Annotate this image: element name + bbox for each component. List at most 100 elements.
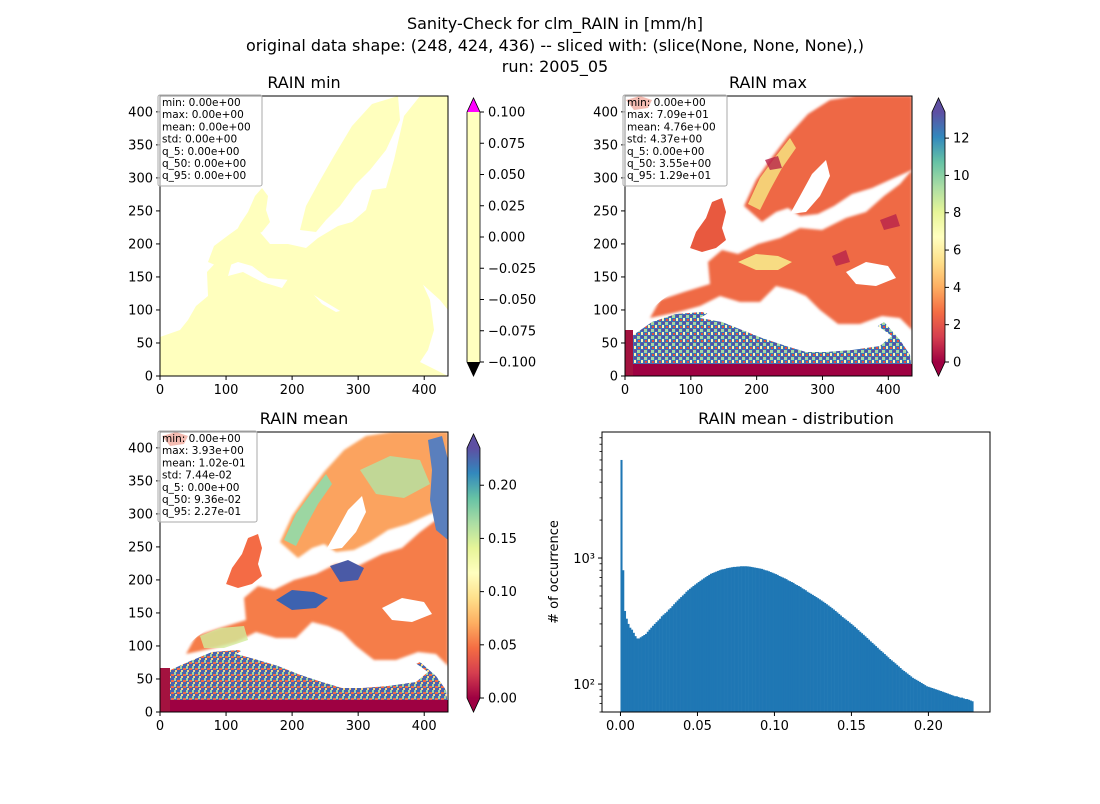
histogram-bar — [948, 694, 951, 712]
rain-max-ytick-label: 150 — [593, 270, 618, 285]
histogram-bar — [878, 649, 881, 712]
rain-mean-ytick-label: 150 — [128, 606, 153, 621]
rain-max-baltic — [790, 160, 830, 214]
histogram-bar — [690, 587, 693, 712]
histogram-bar — [674, 602, 677, 712]
rain-max-ytick-label: 200 — [593, 237, 618, 252]
histogram-bar — [652, 625, 655, 712]
histogram-bar — [632, 632, 635, 712]
rain-mean-left-band — [160, 668, 170, 712]
histogram-bar — [836, 612, 839, 712]
rain-mean-stat-line: min: 0.00e+00 — [162, 433, 241, 445]
histogram-bar — [711, 573, 714, 712]
histogram-bar — [873, 644, 876, 712]
histogram-bar — [715, 571, 718, 712]
histogram-bar — [704, 577, 707, 712]
histogram-bar — [817, 598, 820, 712]
histogram-bar — [957, 696, 960, 712]
rain-min-colorbar-tick-label: 0.050 — [488, 168, 525, 183]
panel-rain-max: RAIN max 0 100 200 300 400050100150200250300… — [593, 73, 969, 398]
histogram-bar — [850, 623, 853, 712]
histogram-bar — [725, 568, 728, 712]
histogram-bar — [788, 581, 792, 712]
histogram-bar — [799, 586, 802, 712]
rain-max-stat-line: min: 0.00e+00 — [627, 97, 706, 109]
histogram-bar — [915, 679, 918, 712]
rain-min-stat-line: min: 0.00e+00 — [162, 97, 241, 109]
histogram-bar — [945, 692, 948, 712]
histogram-bar — [660, 616, 663, 712]
histogram-bar — [657, 620, 660, 712]
histogram-bar — [739, 566, 742, 712]
rain-max-africa-speckle — [632, 312, 912, 372]
histogram-bar — [818, 599, 821, 712]
rain-min-colorbar-body — [467, 112, 480, 362]
histogram-ytick-label: 10³ — [573, 552, 595, 567]
histogram-bar — [745, 566, 748, 712]
histogram-bar — [694, 584, 697, 712]
histogram-bar — [929, 687, 932, 712]
histogram-bar — [620, 459, 623, 712]
histogram-bar — [741, 566, 744, 712]
rain-mean-stat-line: mean: 1.02e-01 — [162, 457, 246, 469]
histogram-title: RAIN mean - distribution — [698, 409, 894, 428]
rain-max-colorbar-tick-label: 0 — [953, 356, 961, 371]
rain-max-stats-background — [622, 94, 728, 187]
histogram-bar — [880, 650, 883, 712]
rain-min-ytick-label: 350 — [128, 138, 153, 153]
histogram-bar — [890, 660, 893, 712]
rain-mean-colorbar-tick-label: 0.10 — [488, 585, 517, 600]
rain-min-ytick-label: 250 — [128, 204, 153, 219]
rain-mean-xtick-label: 300 — [346, 719, 371, 734]
rain-min-ytick-label: 300 — [128, 171, 153, 186]
rain-max-bottom-band — [625, 364, 912, 376]
histogram-bar — [706, 576, 709, 712]
histogram-bar — [702, 578, 706, 712]
histogram-bar — [713, 572, 716, 712]
histogram-bar — [792, 582, 795, 712]
histogram-bar — [759, 568, 762, 712]
histogram-bar — [813, 595, 816, 712]
rain-min-colorbar-tick-label: 0.075 — [488, 137, 525, 152]
histogram-bar — [846, 621, 849, 712]
histogram-bar — [692, 585, 695, 712]
rain-mean-europe — [186, 506, 448, 666]
histogram-bar — [874, 646, 878, 712]
histogram-bar — [787, 580, 790, 712]
histogram-bar — [810, 593, 813, 712]
histogram-bar — [804, 590, 807, 712]
histogram-xtick-label: 0.05 — [683, 719, 712, 734]
histogram-bar — [785, 579, 788, 712]
histogram-bar — [736, 566, 739, 712]
rain-min-xtick-label: 0 — [156, 383, 164, 398]
rain-mean-xtick-label: 0 — [156, 719, 164, 734]
rain-mean-stat-line: q_5: 0.00e+00 — [162, 482, 239, 494]
histogram-bar — [648, 629, 651, 712]
rain-mean-ytick-label: 250 — [128, 540, 153, 555]
histogram-bar — [901, 669, 904, 712]
rain-min-colorbar-tick-label: 0.000 — [488, 231, 525, 246]
histogram-bar — [892, 661, 895, 712]
histogram-bar — [748, 566, 751, 712]
histogram-bar — [925, 686, 928, 712]
panel-rain-max-title: RAIN max — [729, 73, 807, 92]
histogram-bar — [806, 591, 809, 712]
rain-max-xtick-label: 100 — [678, 383, 703, 398]
histogram-bar — [876, 647, 879, 712]
histogram-bar — [904, 672, 907, 712]
rain-max-alps — [738, 254, 792, 270]
rain-min-stat-line: q_95: 0.00e+00 — [162, 170, 246, 182]
panel-rain-min: RAIN min 0 100 200 300 400 0 50 100 150 200 250 300… — [128, 73, 536, 398]
histogram-bar — [678, 598, 681, 712]
histogram-bar — [718, 570, 721, 712]
rain-max-stat-line: mean: 4.76e+00 — [627, 121, 716, 133]
histogram-bar — [827, 605, 830, 712]
rain-max-stat-line: q_50: 3.55e+00 — [627, 158, 711, 170]
panel-rain-min-title: RAIN min — [267, 73, 340, 92]
histogram-bar — [889, 659, 892, 712]
rain-max-scandinavia — [744, 96, 912, 222]
histogram-bar — [834, 610, 837, 712]
rain-max-stat-line: q_95: 1.29e+01 — [627, 170, 711, 182]
